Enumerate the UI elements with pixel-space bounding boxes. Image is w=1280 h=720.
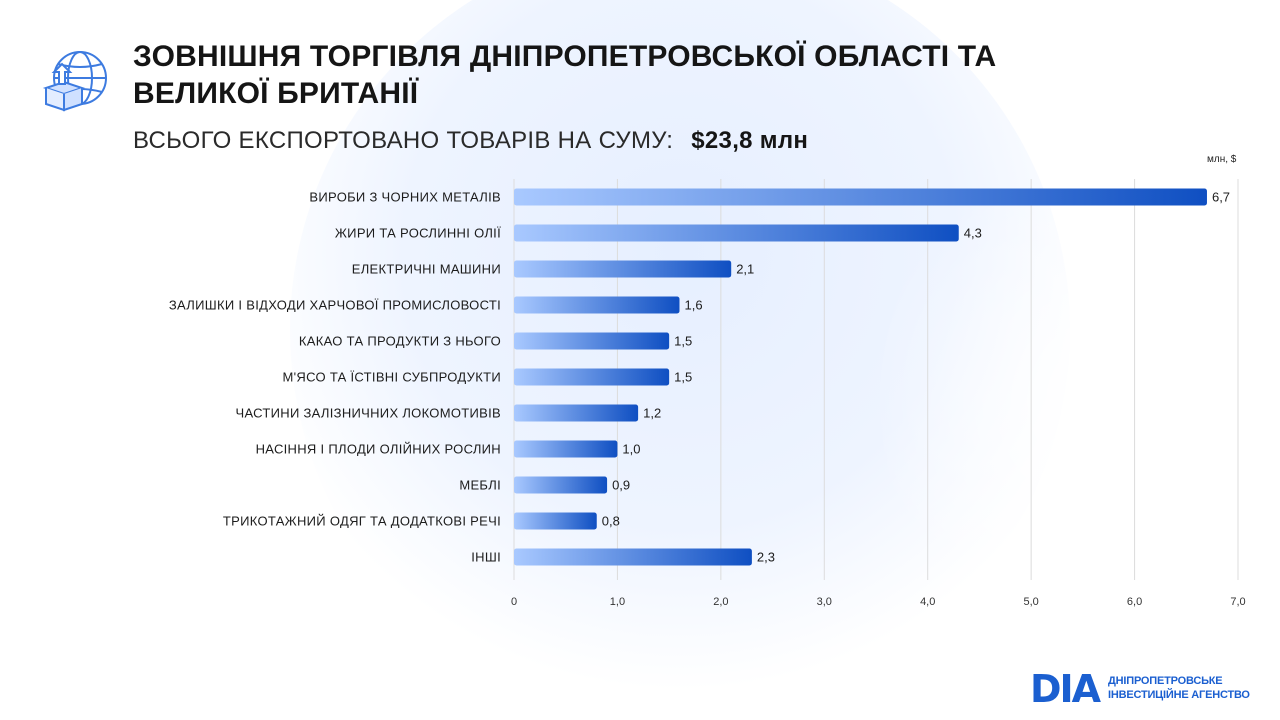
category-label: М'ЯСО ТА ЇСТІВНІ СУБПРОДУКТИ (283, 370, 502, 385)
brand-mark: DIA (1030, 667, 1101, 711)
category-label: ВИРОБИ З ЧОРНИХ МЕТАЛІВ (309, 190, 501, 205)
data-label: 2,1 (736, 262, 754, 277)
data-label: 1,5 (674, 370, 692, 385)
x-tick-label: 4,0 (920, 596, 935, 608)
category-label: ТРИКОТАЖНИЙ ОДЯГ ТА ДОДАТКОВІ РЕЧІ (223, 514, 501, 529)
x-tick-label: 3,0 (817, 596, 832, 608)
category-label: МЕБЛІ (459, 478, 501, 493)
x-tick-label: 7,0 (1230, 596, 1245, 608)
category-label: ЖИРИ ТА РОСЛИННІ ОЛІЇ (335, 226, 501, 241)
bar (514, 404, 639, 422)
brand-name-line-1: ДНІПРОПЕТРОВСЬКЕ (1108, 675, 1223, 687)
bar (514, 224, 959, 242)
title-line-1: ЗОВНІШНЯ ТОРГІВЛЯ ДНІПРОПЕТРОВСЬКОЇ ОБЛА… (133, 40, 997, 73)
x-tick-label: 5,0 (1023, 596, 1038, 608)
bar (514, 296, 680, 314)
bar (514, 332, 670, 350)
data-label: 4,3 (964, 226, 982, 241)
data-label: 1,0 (622, 442, 640, 457)
data-label: 1,2 (643, 406, 661, 421)
globe-export-box-icon (42, 51, 107, 112)
category-label: ЗАЛИШКИ І ВІДХОДИ ХАРЧОВОЇ ПРОМИСЛОВОСТІ (169, 298, 501, 313)
bar (514, 260, 732, 278)
export-summary: ВСЬОГО ЕКСПОРТОВАНО ТОВАРІВ НА СУМУ: $23,… (133, 126, 808, 156)
bar (514, 188, 1207, 206)
category-label: ІНШІ (471, 550, 501, 565)
data-label: 6,7 (1212, 190, 1230, 205)
unit-label: млн, $ (1207, 154, 1237, 165)
bar (514, 368, 670, 386)
bar (514, 512, 597, 530)
brand-logo: DIA ДНІПРОПЕТРОВСЬКЕ ІНВЕСТИЦІЙНЕ АГЕНСТ… (1030, 667, 1250, 711)
data-label: 2,3 (757, 550, 775, 565)
x-tick-label: 1,0 (610, 596, 625, 608)
export-total: $23,8 млн (691, 127, 809, 154)
brand-name: ДНІПРОПЕТРОВСЬКЕ ІНВЕСТИЦІЙНЕ АГЕНСТВО (1108, 674, 1250, 702)
category-label: ЕЛЕКТРИЧНІ МАШИНИ (352, 262, 501, 277)
brand-name-line-2: ІНВЕСТИЦІЙНЕ АГЕНСТВО (1108, 689, 1250, 701)
bar (514, 548, 752, 566)
bar (514, 440, 618, 458)
title-line-2: ВЕЛИКОЇ БРИТАНІЇ (133, 77, 419, 110)
data-label: 1,5 (674, 334, 692, 349)
category-label: КАКАО ТА ПРОДУКТИ З НЬОГО (299, 334, 501, 349)
data-label: 0,8 (602, 514, 620, 529)
data-label: 1,6 (684, 298, 702, 313)
x-tick-label: 2,0 (713, 596, 728, 608)
page-title: ЗОВНІШНЯ ТОРГІВЛЯ ДНІПРОПЕТРОВСЬКОЇ ОБЛА… (133, 38, 1133, 112)
summary-label: ВСЬОГО ЕКСПОРТОВАНО ТОВАРІВ НА СУМУ: (133, 127, 674, 154)
data-label: 0,9 (612, 478, 630, 493)
category-label: НАСІННЯ І ПЛОДИ ОЛІЙНИХ РОСЛИН (256, 442, 501, 457)
x-tick-label: 0 (511, 596, 517, 608)
x-tick-label: 6,0 (1127, 596, 1142, 608)
category-label: ЧАСТИНИ ЗАЛІЗНИЧНИХ ЛОКОМОТИВІВ (235, 406, 501, 421)
bar (514, 476, 608, 494)
